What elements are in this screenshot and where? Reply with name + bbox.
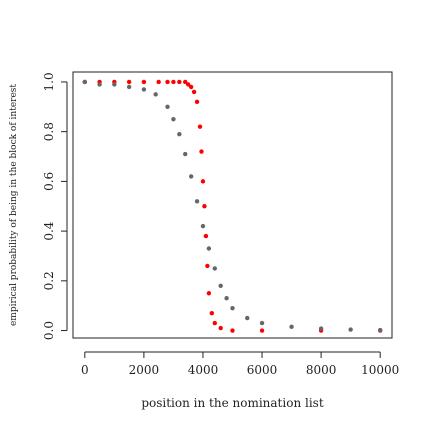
x-axis: 0 2000 4000 6000 8000 10000 (81, 351, 399, 377)
gray-point (206, 246, 212, 251)
red-point (188, 84, 194, 90)
y-tick-label: 1.0 (42, 72, 56, 91)
red-point (200, 179, 206, 184)
red-point (259, 328, 265, 333)
gray-point (224, 296, 229, 301)
x-tick-label: 2000 (129, 363, 160, 377)
red-point (205, 263, 210, 269)
gray-point (112, 82, 117, 87)
red-point (185, 82, 191, 87)
red-point (183, 79, 188, 85)
red-point (165, 79, 170, 85)
gray-point (259, 320, 265, 326)
y-tick-label: 0.0 (42, 321, 56, 340)
gray-point (171, 117, 176, 122)
red-point (126, 79, 132, 85)
red-point (171, 79, 176, 85)
red-point (194, 99, 200, 105)
y-tick-label: 0.4 (42, 221, 56, 240)
gray-point (218, 283, 223, 288)
gray-point (200, 223, 206, 229)
gray-point (183, 151, 188, 157)
x-tick-label: 0 (81, 363, 89, 377)
red-point (177, 79, 182, 85)
red-point (197, 124, 203, 129)
red-point (206, 291, 212, 296)
plot-frame (72, 71, 393, 339)
red-point (218, 325, 223, 331)
gray-point (194, 199, 200, 204)
gray-point (126, 84, 132, 90)
x-axis-title: position in the nomination list (141, 396, 323, 410)
gray-point (348, 327, 353, 332)
x-tick-label: 10000 (361, 363, 399, 377)
y-axis-title: empirical probability of being in the bl… (9, 84, 19, 326)
series-gray-points (82, 79, 383, 333)
red-point (199, 149, 204, 154)
gray-point (141, 87, 147, 92)
red-point (156, 79, 161, 85)
gray-point (377, 327, 383, 333)
gray-point (177, 131, 182, 137)
y-tick-label: 0.8 (42, 122, 56, 141)
red-point (209, 310, 215, 316)
gray-point (97, 82, 102, 87)
gray-point (82, 79, 88, 85)
x-tick-label: 4000 (188, 363, 219, 377)
y-axis: 0.0 0.2 0.4 0.6 0.8 1.0 (42, 72, 68, 340)
red-point (212, 320, 217, 326)
gray-point (289, 324, 294, 330)
gray-point (230, 305, 235, 311)
y-tick-label: 0.6 (42, 172, 56, 191)
red-point (230, 328, 235, 333)
gray-point (188, 174, 194, 179)
red-point (202, 204, 207, 209)
x-tick-label: 6000 (247, 363, 278, 377)
red-point (191, 89, 197, 95)
x-tick-label: 8000 (306, 363, 337, 377)
series-red-points (82, 79, 383, 333)
red-point (203, 233, 209, 239)
gray-point (212, 266, 217, 271)
gray-point (165, 104, 170, 110)
y-tick-label: 0.2 (42, 271, 56, 290)
gray-point (153, 92, 158, 97)
gray-point (245, 315, 250, 321)
red-point (141, 79, 147, 85)
gray-point (318, 326, 324, 331)
